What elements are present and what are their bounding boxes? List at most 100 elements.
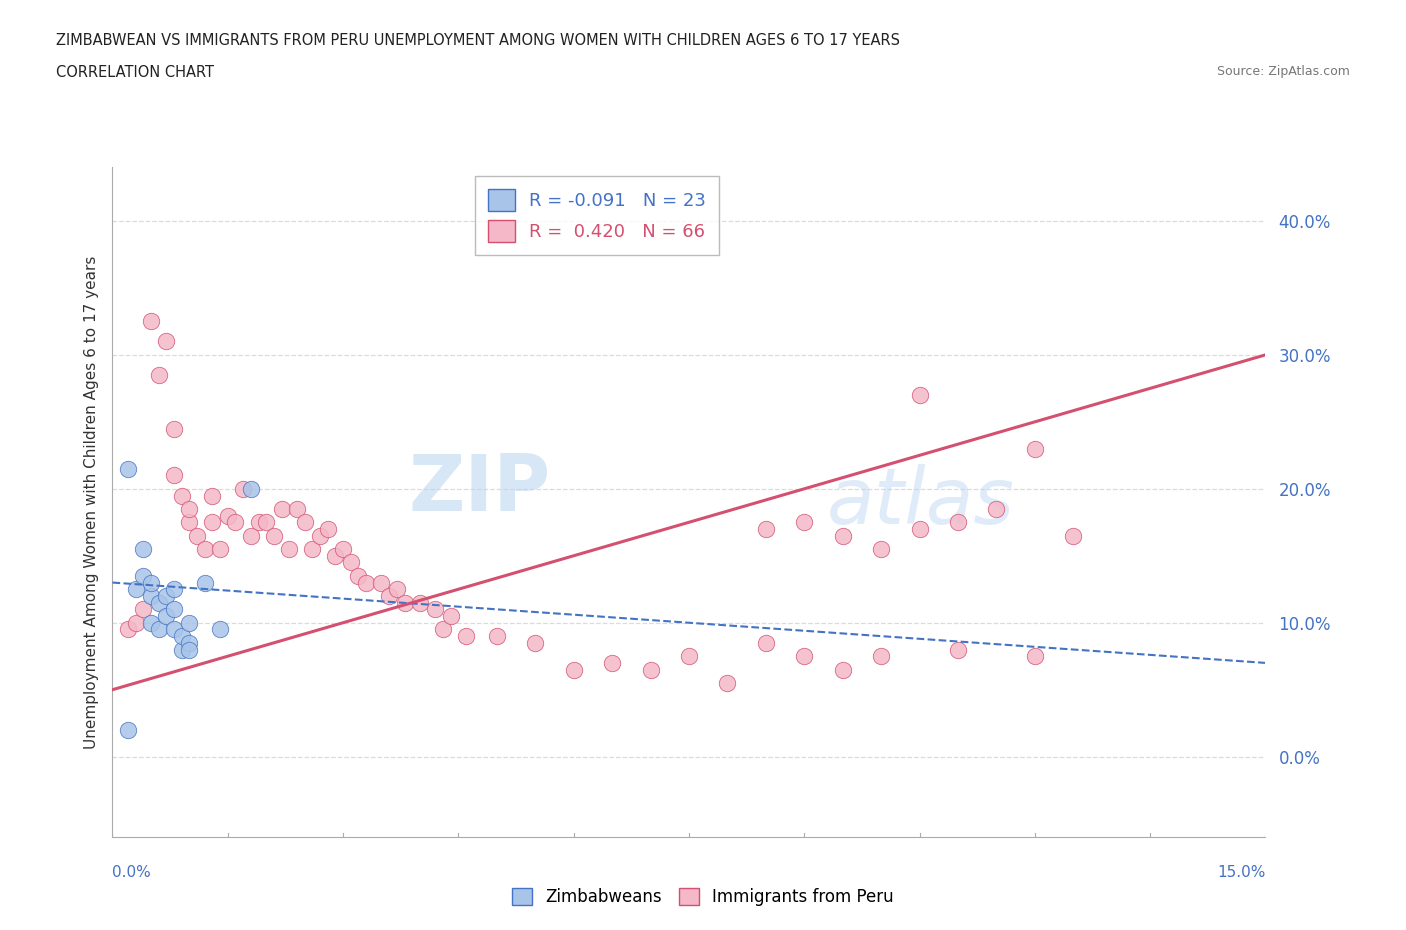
Point	[155, 589, 177, 604]
Point	[908, 522, 931, 537]
Point	[217, 508, 239, 523]
Point	[755, 635, 778, 650]
Point	[170, 642, 193, 657]
Point	[179, 501, 201, 516]
Point	[179, 616, 201, 631]
Point	[370, 575, 392, 590]
Point	[908, 388, 931, 403]
Point	[139, 575, 162, 590]
Point	[163, 421, 186, 436]
Point	[440, 608, 463, 623]
Point	[194, 575, 217, 590]
Point	[209, 622, 232, 637]
Point	[132, 568, 155, 583]
Point	[640, 662, 662, 677]
Point	[132, 541, 155, 556]
Point	[139, 616, 162, 631]
Text: 15.0%: 15.0%	[1218, 865, 1265, 880]
Point	[347, 568, 370, 583]
Point	[247, 515, 270, 530]
Point	[139, 314, 162, 329]
Point	[148, 367, 170, 382]
Point	[224, 515, 246, 530]
Text: 0.0%: 0.0%	[112, 865, 152, 880]
Point	[831, 662, 853, 677]
Point	[155, 608, 177, 623]
Point	[1024, 649, 1046, 664]
Point	[354, 575, 377, 590]
Point	[254, 515, 277, 530]
Text: atlas: atlas	[827, 464, 1015, 540]
Point	[294, 515, 316, 530]
Point	[432, 622, 454, 637]
Point	[755, 522, 778, 537]
Point	[148, 595, 170, 610]
Point	[793, 515, 815, 530]
Point	[793, 649, 815, 664]
Text: ZIMBABWEAN VS IMMIGRANTS FROM PERU UNEMPLOYMENT AMONG WOMEN WITH CHILDREN AGES 6: ZIMBABWEAN VS IMMIGRANTS FROM PERU UNEMP…	[56, 33, 900, 47]
Point	[562, 662, 585, 677]
Point	[332, 541, 354, 556]
Point	[117, 461, 139, 476]
Point	[946, 515, 969, 530]
Point	[454, 629, 477, 644]
Point	[339, 555, 361, 570]
Legend: Zimbabweans, Immigrants from Peru: Zimbabweans, Immigrants from Peru	[506, 881, 900, 912]
Point	[124, 582, 146, 597]
Point	[155, 334, 177, 349]
Point	[263, 528, 285, 543]
Point	[301, 541, 323, 556]
Text: ZIP: ZIP	[408, 451, 551, 526]
Point	[179, 642, 201, 657]
Point	[132, 602, 155, 617]
Point	[201, 488, 224, 503]
Point	[870, 649, 893, 664]
Point	[179, 635, 201, 650]
Point	[325, 549, 347, 564]
Point	[163, 602, 186, 617]
Text: Source: ZipAtlas.com: Source: ZipAtlas.com	[1216, 65, 1350, 78]
Text: CORRELATION CHART: CORRELATION CHART	[56, 65, 214, 80]
Point	[239, 482, 262, 497]
Point	[1062, 528, 1084, 543]
Point	[316, 522, 339, 537]
Point	[385, 582, 408, 597]
Point	[148, 622, 170, 637]
Point	[117, 622, 139, 637]
Point	[309, 528, 332, 543]
Point	[524, 635, 547, 650]
Point	[285, 501, 308, 516]
Point	[986, 501, 1008, 516]
Point	[163, 582, 186, 597]
Point	[201, 515, 224, 530]
Point	[124, 616, 146, 631]
Point	[1024, 441, 1046, 456]
Point	[278, 541, 301, 556]
Point	[170, 488, 193, 503]
Point	[194, 541, 217, 556]
Point	[716, 675, 738, 690]
Point	[946, 642, 969, 657]
Point	[139, 589, 162, 604]
Point	[186, 528, 208, 543]
Legend: R = -0.091   N = 23, R =  0.420   N = 66: R = -0.091 N = 23, R = 0.420 N = 66	[475, 177, 718, 255]
Point	[232, 482, 254, 497]
Point	[409, 595, 432, 610]
Point	[600, 656, 623, 671]
Point	[170, 629, 193, 644]
Point	[870, 541, 893, 556]
Point	[378, 589, 401, 604]
Point	[239, 528, 262, 543]
Point	[425, 602, 447, 617]
Point	[117, 723, 139, 737]
Point	[163, 468, 186, 483]
Point	[179, 515, 201, 530]
Y-axis label: Unemployment Among Women with Children Ages 6 to 17 years: Unemployment Among Women with Children A…	[83, 256, 98, 749]
Point	[831, 528, 853, 543]
Point	[678, 649, 700, 664]
Point	[485, 629, 508, 644]
Point	[163, 622, 186, 637]
Point	[270, 501, 292, 516]
Point	[394, 595, 416, 610]
Point	[209, 541, 232, 556]
